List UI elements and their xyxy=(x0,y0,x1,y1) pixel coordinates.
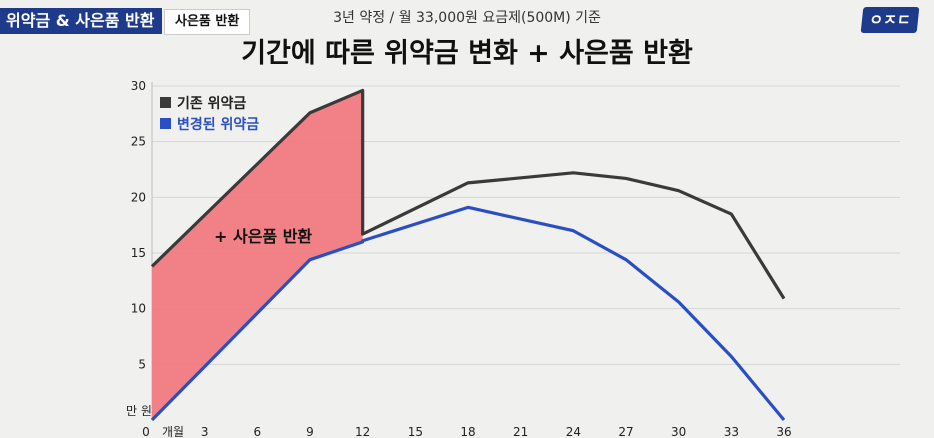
y-tick-label-30: 30 xyxy=(131,79,146,93)
x-tick-label-12: 12 xyxy=(355,425,370,438)
x-tick-label-30: 30 xyxy=(671,425,686,438)
shaded-area-label: + 사은품 반환 xyxy=(214,227,313,246)
shaded-area xyxy=(152,90,363,420)
x-axis-unit-label: 개월 xyxy=(162,425,184,438)
y-axis-unit: 만 원 xyxy=(126,404,152,418)
y-tick-label-20: 20 xyxy=(131,190,146,204)
x-tick-label-0: 0 xyxy=(142,425,150,438)
x-tick-label-18: 18 xyxy=(460,425,475,438)
sub-tag: 사은품 반환 xyxy=(164,9,251,35)
y-tick-label-25: 25 xyxy=(131,135,146,149)
legend-item-existing: 기존 위약금 xyxy=(160,92,259,113)
x-tick-label-21: 21 xyxy=(513,425,528,438)
x-tick-label-27: 27 xyxy=(618,425,633,438)
x-tick-label-24: 24 xyxy=(566,425,581,438)
legend: 기존 위약금 변경된 위약금 xyxy=(160,92,259,134)
series-lines xyxy=(150,88,786,422)
chart-title: 기간에 따른 위약금 변화 + 사은품 반환 xyxy=(241,38,693,69)
x-tick-label-15: 15 xyxy=(408,425,423,438)
legend-item-changed: 변경된 위약금 xyxy=(160,113,259,134)
x-tick-label-3: 3 xyxy=(201,425,209,438)
section-tag: 위약금 & 사은품 반환 xyxy=(0,8,163,34)
legend-label-existing: 기존 위약금 xyxy=(177,95,247,112)
x-tick-label-6: 6 xyxy=(254,425,262,438)
y-tick-label-15: 15 xyxy=(131,246,146,260)
x-tick-label-36: 36 xyxy=(776,425,791,438)
chart-subtitle: 3년 약정 / 월 33,000원 요금제(500M) 기준 xyxy=(333,10,601,26)
y-axis-ticks: 5 10 15 20 25 30 xyxy=(131,79,146,371)
shaded-area-polygon xyxy=(152,90,363,420)
series-line-0 xyxy=(150,88,786,300)
legend-swatch-existing xyxy=(160,97,171,108)
legend-swatch-changed xyxy=(160,118,171,129)
y-tick-label-10: 10 xyxy=(131,302,146,316)
x-tick-label-9: 9 xyxy=(306,425,314,438)
legend-label-changed: 변경된 위약금 xyxy=(177,116,260,133)
y-tick-label-5: 5 xyxy=(138,357,146,371)
x-tick-label-33: 33 xyxy=(724,425,739,438)
series-line-1 xyxy=(150,205,786,422)
